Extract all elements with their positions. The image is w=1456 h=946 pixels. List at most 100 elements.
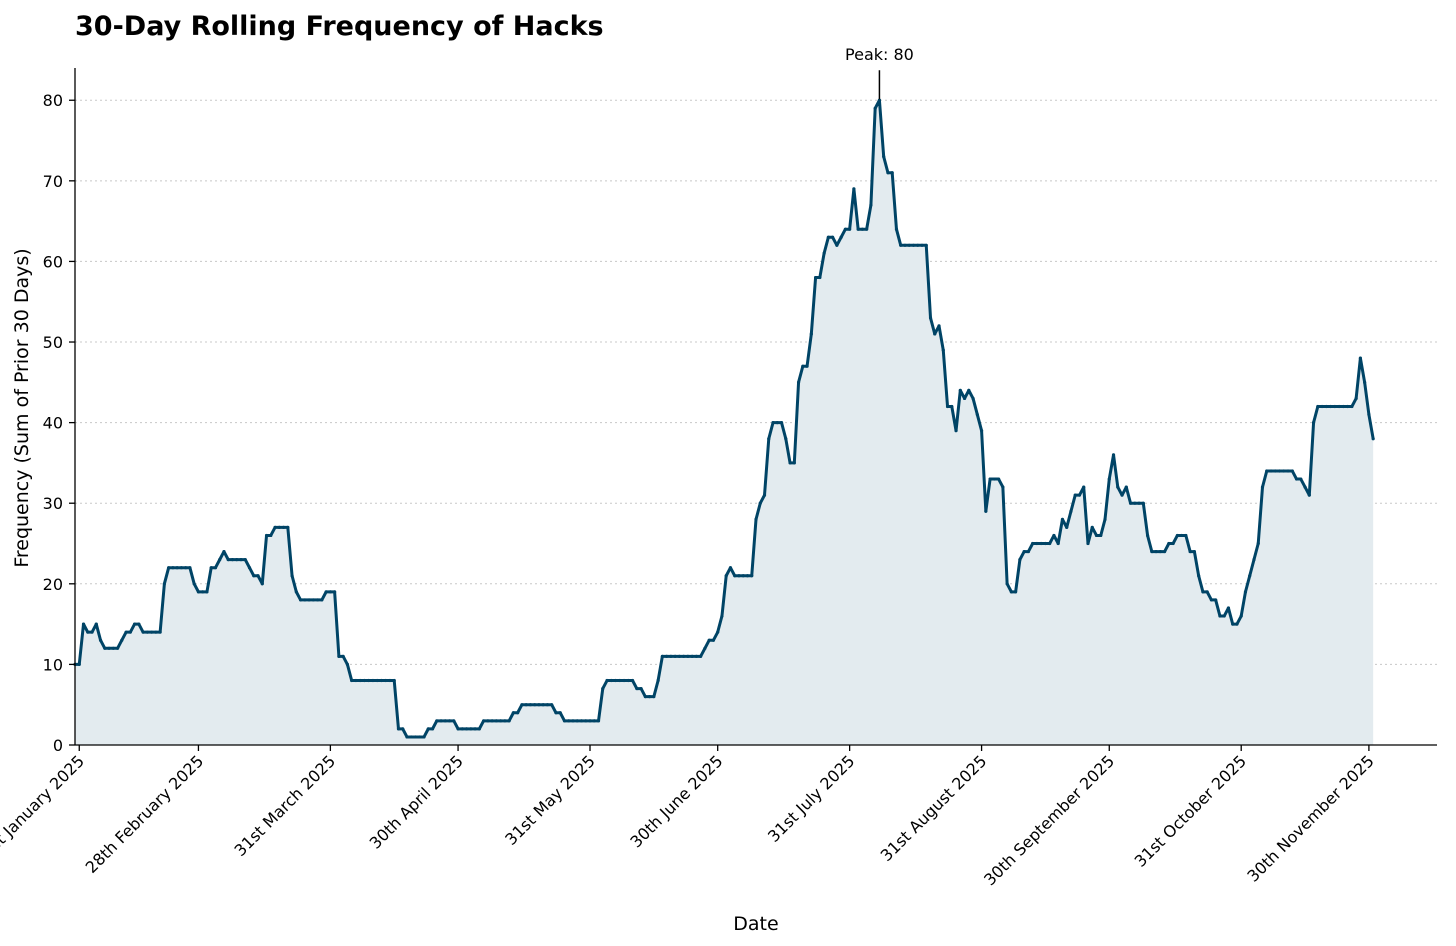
data-point (622, 678, 626, 683)
data-point (1282, 469, 1286, 473)
data-point (750, 574, 754, 578)
data-point (205, 590, 209, 594)
data-point (528, 703, 533, 707)
x-tick-label: 31st March 2025 (231, 751, 340, 860)
data-point (175, 566, 179, 570)
data-point (677, 654, 681, 658)
data-point (1154, 549, 1158, 554)
data-point (971, 396, 975, 401)
data-point (1069, 509, 1073, 513)
data-point (962, 396, 967, 401)
data-point (733, 574, 737, 578)
data-point (1303, 485, 1307, 489)
data-point (290, 574, 294, 578)
data-point (937, 324, 941, 328)
data-point (992, 477, 996, 481)
data-point (1150, 549, 1154, 554)
data-point (605, 678, 609, 683)
data-point (826, 235, 830, 239)
data-point (511, 711, 515, 715)
data-point (1243, 590, 1248, 594)
data-point (277, 525, 281, 529)
data-point (345, 662, 349, 667)
data-points (73, 98, 1375, 739)
data-point (737, 574, 741, 578)
data-point (1337, 404, 1341, 409)
data-point (1031, 541, 1035, 546)
data-point (328, 590, 332, 594)
data-point (775, 421, 779, 425)
data-point (1103, 517, 1107, 521)
data-point (1026, 549, 1030, 554)
data-point (682, 654, 686, 658)
data-point (1094, 533, 1099, 538)
data-point (1311, 421, 1316, 425)
data-point (507, 719, 511, 723)
data-point (392, 678, 396, 683)
data-point (430, 727, 435, 731)
data-point (1277, 469, 1282, 473)
x-tick-label: 30th November 2025 (1243, 751, 1377, 885)
data-point (320, 598, 324, 602)
data-point (1269, 469, 1273, 473)
data-point (562, 719, 567, 723)
data-point (494, 719, 498, 723)
data-point (1218, 614, 1222, 618)
data-point (520, 703, 524, 707)
data-point (460, 727, 464, 731)
data-point (1077, 493, 1082, 497)
data-point (1120, 493, 1124, 497)
data-point (831, 235, 835, 239)
data-point (486, 719, 490, 723)
data-point (158, 630, 162, 634)
x-axis-label: Date (733, 913, 778, 935)
data-point (890, 171, 894, 175)
data-point (839, 235, 843, 239)
data-point (728, 566, 733, 570)
data-point (1005, 582, 1009, 586)
data-point (873, 106, 877, 110)
data-point (716, 630, 720, 634)
data-point (933, 332, 937, 336)
data-point (758, 501, 762, 505)
data-point (243, 558, 247, 562)
data-point (1371, 437, 1375, 441)
data-point (354, 678, 358, 683)
data-point (188, 566, 192, 570)
data-point (1299, 477, 1303, 481)
y-tick-label: 60 (43, 252, 63, 271)
data-point (316, 598, 320, 602)
data-point (167, 566, 171, 570)
data-point (252, 574, 256, 578)
data-point (413, 735, 418, 739)
data-point (1163, 549, 1167, 554)
data-point (1222, 614, 1226, 618)
data-point (281, 525, 286, 529)
data-point (1252, 558, 1256, 562)
data-point (1209, 598, 1214, 602)
data-point (1316, 404, 1320, 409)
data-point (647, 695, 652, 699)
data-point (137, 622, 141, 626)
data-point (307, 598, 311, 602)
data-point (201, 590, 205, 594)
data-point (341, 654, 345, 658)
data-point (1043, 541, 1048, 546)
data-point (630, 678, 635, 683)
data-point (362, 678, 367, 683)
data-point (409, 735, 413, 739)
data-point (792, 461, 796, 465)
data-point (1350, 404, 1354, 409)
data-point (469, 727, 473, 731)
data-point (401, 727, 405, 731)
data-point (771, 421, 775, 425)
data-point (1214, 598, 1218, 602)
data-point (269, 533, 273, 538)
data-point (609, 678, 613, 683)
data-point (1260, 485, 1265, 489)
data-point (1111, 453, 1116, 457)
data-point (235, 558, 239, 562)
data-point (1116, 485, 1120, 489)
data-point (1052, 533, 1056, 538)
